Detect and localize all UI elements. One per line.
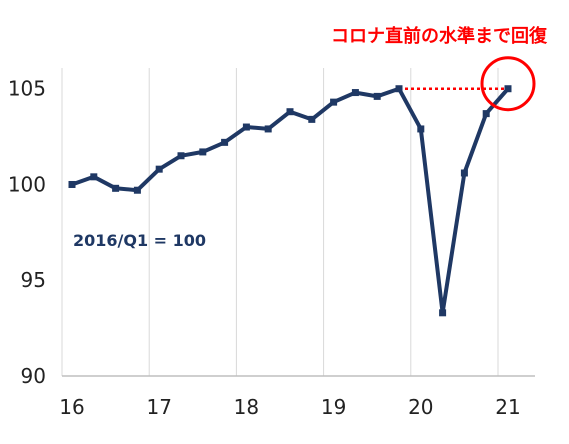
x-tick-label: 16 (59, 395, 84, 419)
data-point (308, 115, 316, 123)
data-point (286, 108, 294, 116)
data-point (112, 184, 120, 192)
data-point (90, 173, 98, 181)
data-point (351, 89, 359, 97)
data-point (155, 165, 163, 173)
axis-tick-labels: 16 17 18 19 20 21 90 95 100 105 (8, 77, 521, 419)
annotation-headline: コロナ直前の水準まで回復 (331, 25, 548, 47)
data-point (177, 152, 185, 160)
data-point (199, 148, 207, 156)
data-point (504, 85, 512, 93)
data-point (417, 125, 425, 133)
series-line (71, 86, 510, 315)
data-point (373, 92, 381, 100)
data-point (68, 180, 76, 188)
data-point (264, 125, 272, 133)
data-point (133, 186, 141, 194)
x-tick-label: 18 (234, 395, 259, 419)
x-tick-label: 19 (321, 395, 346, 419)
x-tick-label: 20 (408, 395, 433, 419)
data-point (439, 309, 447, 317)
data-point (242, 123, 250, 131)
data-point (460, 169, 468, 177)
x-tick-label: 17 (146, 395, 171, 419)
x-tick-label: 21 (495, 395, 520, 419)
data-point (330, 98, 338, 106)
y-tick-label: 90 (21, 364, 46, 388)
data-point (395, 85, 403, 93)
y-tick-label: 105 (8, 77, 46, 101)
highlight-circle (480, 56, 536, 112)
y-tick-label: 100 (8, 172, 46, 196)
grid-lines (61, 68, 499, 376)
base-period-label: 2016/Q1 = 100 (73, 231, 206, 250)
data-point (482, 110, 490, 118)
data-point (221, 138, 229, 146)
y-tick-label: 95 (21, 268, 46, 292)
data-points (68, 85, 512, 317)
